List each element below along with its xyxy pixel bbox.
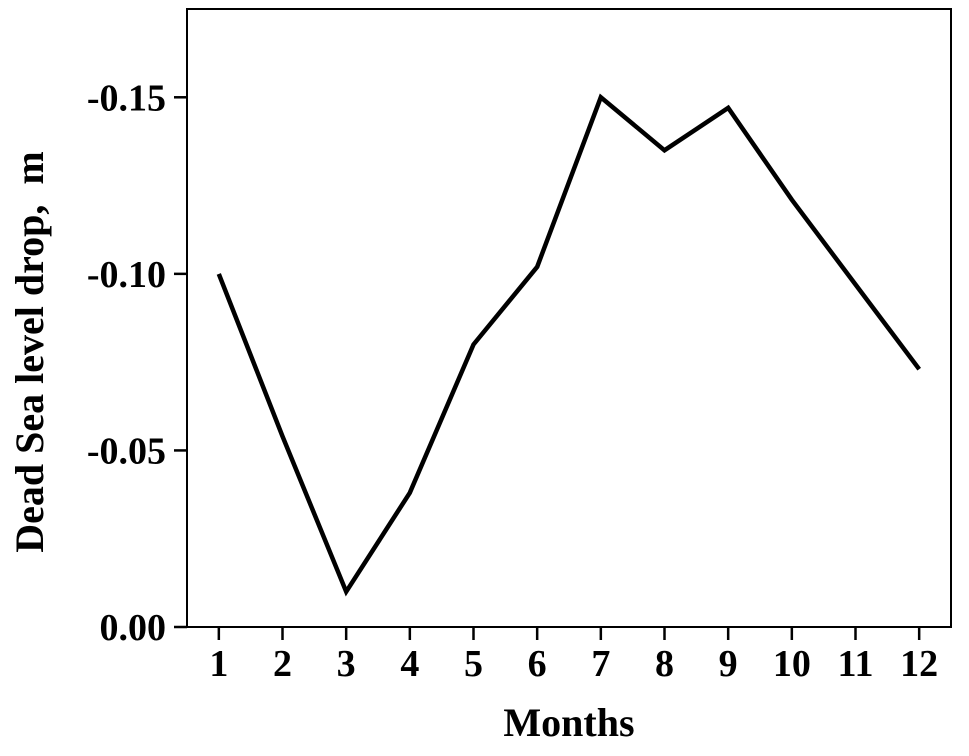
x-tick-label: 3 bbox=[337, 643, 356, 685]
x-tick-label: 7 bbox=[591, 643, 610, 685]
x-tick-label: 12 bbox=[900, 643, 938, 685]
x-tick-label: 8 bbox=[655, 643, 674, 685]
x-tick-label: 10 bbox=[773, 643, 811, 685]
x-tick-label: 11 bbox=[838, 643, 874, 685]
y-tick-label: -0.10 bbox=[87, 254, 166, 296]
x-axis-title: Months bbox=[503, 700, 635, 745]
x-tick-label: 6 bbox=[528, 643, 547, 685]
x-tick-label: 5 bbox=[464, 643, 483, 685]
y-tick-label: 0.00 bbox=[100, 607, 167, 649]
x-tick-label: 4 bbox=[400, 643, 419, 685]
plot-frame bbox=[186, 8, 952, 628]
data-line-series bbox=[216, 93, 921, 597]
x-tick-label: 1 bbox=[209, 643, 228, 685]
y-tick-label: -0.05 bbox=[87, 430, 166, 472]
y-axis-title: Dead Sea level drop, m bbox=[7, 151, 52, 553]
y-tick-label: -0.15 bbox=[87, 77, 166, 119]
x-tick-label: 2 bbox=[273, 643, 292, 685]
x-tick-label: 9 bbox=[719, 643, 738, 685]
